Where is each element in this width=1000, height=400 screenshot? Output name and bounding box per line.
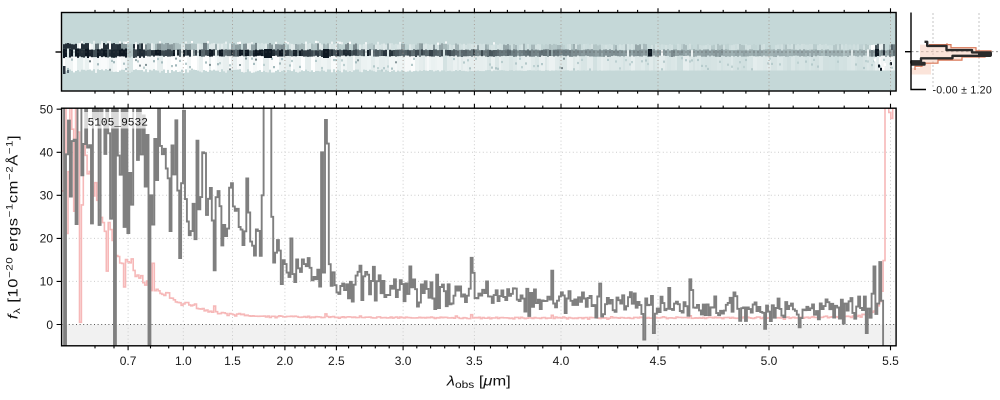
svg-text:5.0: 5.0: [761, 354, 778, 368]
svg-text:fλ [10−20 ergs−1cm−2Å−1]: fλ [10−20 ergs−1cm−2Å−1]: [5, 135, 23, 319]
svg-text:0: 0: [46, 318, 53, 332]
svg-text:-0.00 ± 1.20: -0.00 ± 1.20: [933, 85, 992, 97]
svg-text:30: 30: [40, 189, 54, 203]
svg-text:4.5: 4.5: [650, 354, 667, 368]
svg-text:5105_9532: 5105_9532: [88, 117, 148, 129]
svg-text:5.5: 5.5: [882, 354, 899, 368]
svg-text:40: 40: [40, 146, 54, 160]
svg-text:10: 10: [40, 275, 54, 289]
svg-text:λobs [μm]: λobs [μm]: [446, 374, 511, 391]
svg-text:1.5: 1.5: [224, 354, 241, 368]
svg-text:3.5: 3.5: [466, 354, 483, 368]
svg-text:2.5: 2.5: [328, 354, 345, 368]
svg-text:20: 20: [40, 232, 54, 246]
svg-text:2.0: 2.0: [277, 354, 294, 368]
svg-text:3.0: 3.0: [395, 354, 412, 368]
svg-text:4.0: 4.0: [553, 354, 570, 368]
svg-text:1.0: 1.0: [175, 354, 192, 368]
svg-text:0.7: 0.7: [120, 354, 137, 368]
svg-text:50: 50: [40, 103, 54, 117]
